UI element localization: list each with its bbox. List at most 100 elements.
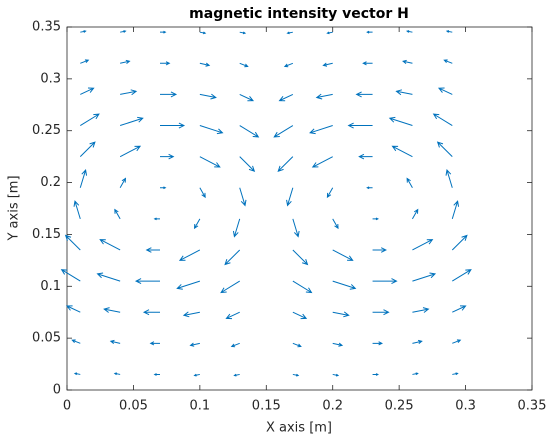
- arrow: [239, 31, 247, 35]
- arrow: [412, 239, 434, 251]
- arrow: [277, 156, 294, 172]
- arrow: [372, 309, 390, 316]
- arrow: [452, 305, 467, 313]
- arrow: [73, 372, 81, 376]
- y-tick-label: 0.1: [40, 279, 61, 294]
- arrow: [64, 234, 81, 251]
- arrow: [332, 280, 357, 290]
- arrow: [292, 342, 302, 348]
- arrow: [149, 341, 160, 346]
- arrow: [182, 311, 200, 318]
- arrow: [437, 87, 453, 95]
- x-tick-label: 0.35: [518, 399, 547, 414]
- arrow: [412, 307, 430, 313]
- y-tick-label: 0.05: [32, 331, 61, 346]
- arrow: [292, 373, 300, 377]
- arrow: [103, 307, 121, 313]
- arrow: [224, 249, 241, 266]
- arrow: [160, 30, 167, 34]
- arrow: [326, 31, 333, 35]
- arrow: [79, 169, 88, 188]
- arrow: [273, 125, 294, 138]
- arrow: [199, 93, 217, 100]
- arrow: [412, 272, 437, 282]
- arrow: [311, 156, 333, 168]
- x-tick-label: 0: [63, 399, 71, 414]
- arrow: [452, 269, 472, 282]
- arrow: [160, 186, 167, 190]
- x-tick-label: 0.25: [385, 399, 414, 414]
- arrow: [326, 187, 334, 199]
- arrow: [292, 311, 308, 320]
- arrow: [239, 93, 255, 102]
- arrow: [109, 339, 121, 344]
- arrow: [220, 280, 240, 294]
- arrow: [153, 217, 160, 221]
- arrow: [60, 269, 81, 282]
- arrow: [452, 339, 462, 344]
- arrow: [332, 373, 340, 377]
- arrow: [134, 278, 160, 285]
- arrow: [193, 373, 200, 377]
- arrow: [283, 62, 294, 68]
- arrow: [278, 93, 294, 102]
- arrow: [443, 59, 453, 64]
- y-tick-label: 0.3: [40, 71, 61, 86]
- arrow: [332, 249, 354, 261]
- arrow: [362, 61, 373, 66]
- arrow: [239, 125, 260, 138]
- arrow: [119, 116, 144, 127]
- arrow: [372, 341, 383, 346]
- arrow: [178, 249, 201, 261]
- arrow: [406, 177, 413, 189]
- arrow: [315, 93, 333, 100]
- arrow: [332, 218, 339, 230]
- arrow: [358, 153, 373, 160]
- arrow: [292, 249, 309, 266]
- arrow: [113, 372, 121, 376]
- arrow: [452, 372, 459, 376]
- arrow: [160, 153, 175, 160]
- arrow: [372, 278, 398, 285]
- arrow: [96, 272, 121, 282]
- arrow: [230, 342, 240, 348]
- arrow: [114, 208, 121, 220]
- arrow: [239, 187, 247, 207]
- arrow: [372, 217, 380, 221]
- y-tick-label: 0.2: [40, 175, 61, 190]
- arrow: [366, 186, 373, 190]
- arrow: [73, 200, 81, 220]
- chart-title: magnetic intensity vector H: [189, 6, 409, 22]
- arrow: [189, 342, 200, 347]
- arrow: [199, 62, 211, 67]
- arrow: [372, 247, 387, 253]
- arrow: [402, 59, 413, 64]
- arrow: [225, 311, 240, 320]
- arrow: [388, 116, 413, 127]
- x-axis-label: X axis [m]: [266, 421, 332, 436]
- arrow: [79, 141, 96, 157]
- arrow: [145, 247, 160, 253]
- arrow: [119, 177, 127, 189]
- arrow: [120, 59, 131, 64]
- arrow: [239, 62, 249, 68]
- arrow: [153, 373, 160, 376]
- arrow: [411, 208, 419, 220]
- arrow: [142, 309, 160, 316]
- arrow: [80, 59, 90, 64]
- arrow: [366, 30, 373, 34]
- arrow: [406, 30, 413, 33]
- arrow: [160, 91, 178, 98]
- arrow: [199, 187, 206, 199]
- arrow: [119, 145, 142, 158]
- arrow: [451, 200, 460, 220]
- arrow: [233, 373, 240, 377]
- y-tick-label: 0.25: [32, 123, 61, 138]
- arrow: [332, 311, 350, 318]
- arrow: [292, 280, 313, 294]
- arrow: [355, 91, 373, 98]
- x-tick-label: 0.05: [119, 399, 148, 414]
- arrow: [160, 122, 186, 129]
- arrow: [80, 30, 87, 33]
